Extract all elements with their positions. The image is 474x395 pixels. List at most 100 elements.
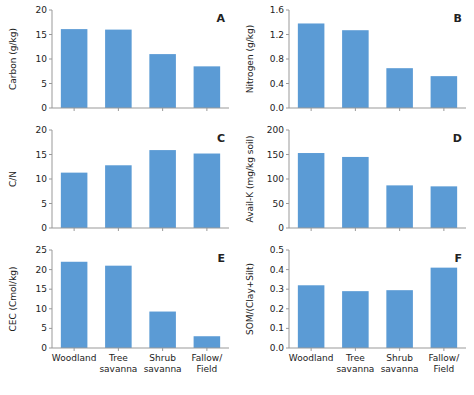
y-axis-label: SOM/(Clay+Silt) (245, 263, 255, 335)
x-axis-line (52, 348, 229, 349)
y-tick (286, 308, 289, 309)
panel-label: A (216, 12, 225, 25)
y-tick-label: 0.4 (270, 265, 285, 275)
x-tick-label-line: savanna (99, 364, 137, 374)
y-tick (286, 328, 289, 329)
bar (298, 23, 325, 108)
y-tick-label: 1.6 (270, 5, 285, 15)
x-tick (399, 228, 400, 231)
y-tick (49, 83, 52, 84)
bar (386, 185, 413, 228)
y-tick-label: 0.0 (270, 103, 285, 113)
y-tick (286, 179, 289, 180)
bar (194, 336, 221, 348)
bar (298, 153, 325, 228)
bar (61, 29, 88, 108)
x-tick (399, 108, 400, 111)
y-tick (49, 308, 52, 309)
x-tick-label: Shrubsavanna (144, 353, 182, 374)
y-axis-label: C/N (8, 171, 18, 187)
panel: 0510152025WoodlandTreesavannaShrubsavann… (8, 245, 229, 374)
y-axis-label: Carbon (g/kg) (8, 28, 18, 90)
y-tick-label: 10 (36, 174, 48, 184)
x-tick-label-line: Tree (345, 353, 365, 363)
panel: 0.00.10.20.30.40.5WoodlandTreesavannaShr… (245, 245, 466, 374)
y-tick (49, 130, 52, 131)
y-tick (49, 328, 52, 329)
y-tick-label: 0.8 (270, 54, 285, 64)
y-tick (286, 348, 289, 349)
panel: 0.00.40.81.21.6Nitrogen (g/kg)B (245, 5, 466, 113)
y-tick-label: 20 (36, 125, 48, 135)
x-tick (74, 108, 75, 111)
y-tick-label: 10 (36, 304, 48, 314)
x-tick-label-line: savanna (144, 364, 182, 374)
bar (386, 290, 413, 348)
x-tick-label-line: Fallow/ (428, 353, 460, 363)
bar (194, 154, 221, 228)
y-tick (49, 289, 52, 290)
x-tick (206, 228, 207, 231)
bar (149, 312, 176, 348)
y-tick-label: 0 (41, 343, 47, 353)
y-tick-label: 15 (36, 30, 47, 40)
y-tick (49, 59, 52, 60)
x-tick (399, 348, 400, 351)
panel: 05101520C/NC (8, 125, 229, 233)
y-axis-line (52, 250, 53, 348)
x-tick-label-line: Field (433, 364, 454, 374)
bars (298, 268, 457, 348)
panel-label: E (217, 252, 225, 265)
y-tick-label: 0 (41, 223, 47, 233)
panel: 050100150200Avail-K (mg/kg soil)D (245, 125, 466, 233)
y-tick-label: 0.4 (270, 79, 285, 89)
y-tick-label: 0.2 (270, 304, 284, 314)
y-axis-label: Nitrogen (g/kg) (245, 25, 255, 93)
bar (342, 157, 369, 228)
y-tick (49, 179, 52, 180)
x-tick (443, 348, 444, 351)
y-tick (286, 154, 289, 155)
y-axis-label: Avail-K (mg/kg soil) (245, 136, 255, 223)
panel-label: D (453, 132, 462, 145)
x-axis-line (289, 348, 466, 349)
y-tick (49, 203, 52, 204)
bar (105, 165, 132, 228)
bar (61, 262, 88, 348)
panel-label: B (454, 12, 462, 25)
bar (431, 76, 458, 108)
bar (342, 30, 369, 108)
y-tick-label: 0 (278, 223, 284, 233)
bar (431, 268, 458, 348)
x-tick (206, 108, 207, 111)
bars (61, 29, 220, 108)
y-tick (286, 250, 289, 251)
x-tick-label-line: Shrub (149, 353, 176, 363)
x-tick (74, 228, 75, 231)
x-tick (162, 348, 163, 351)
y-tick (49, 10, 52, 11)
x-tick (355, 228, 356, 231)
y-tick-label: 50 (273, 199, 285, 209)
y-tick-label: 200 (267, 125, 284, 135)
y-tick-label: 25 (36, 245, 47, 255)
x-tick-label-line: Fallow/ (191, 353, 223, 363)
x-axis-line (289, 108, 466, 109)
panel-label: C (217, 132, 225, 145)
y-tick-label: 5 (41, 323, 47, 333)
x-tick (355, 348, 356, 351)
y-tick (286, 59, 289, 60)
x-tick-label: Woodland (52, 353, 97, 363)
y-tick (286, 10, 289, 11)
bar (386, 68, 413, 108)
x-tick (162, 108, 163, 111)
panel-label: F (454, 252, 462, 265)
y-axis-line (289, 250, 290, 348)
bars (61, 262, 220, 348)
y-tick (286, 34, 289, 35)
y-tick-label: 15 (36, 284, 47, 294)
y-tick-label: 0.3 (270, 284, 284, 294)
y-tick (286, 228, 289, 229)
x-tick (118, 108, 119, 111)
x-tick (162, 228, 163, 231)
